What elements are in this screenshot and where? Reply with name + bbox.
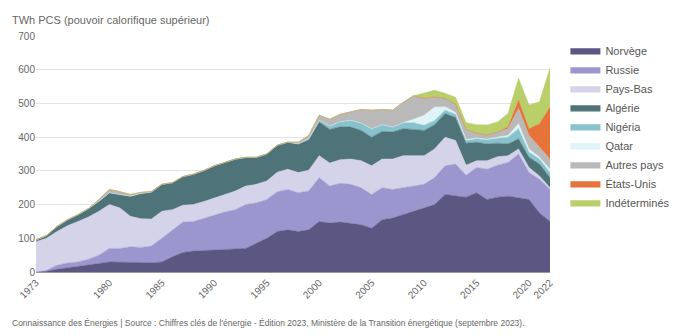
svg-text:Connaissance des Énergies | So: Connaissance des Énergies | Source : Chi… bbox=[12, 318, 525, 328]
svg-text:1973: 1973 bbox=[17, 277, 41, 301]
svg-text:Qatar: Qatar bbox=[605, 140, 633, 152]
svg-text:600: 600 bbox=[18, 64, 35, 75]
svg-text:Autres pays: Autres pays bbox=[605, 159, 664, 171]
svg-text:1980: 1980 bbox=[91, 277, 115, 301]
svg-text:1995: 1995 bbox=[248, 277, 272, 301]
svg-text:Indéterminés: Indéterminés bbox=[605, 197, 669, 209]
svg-text:2010: 2010 bbox=[406, 277, 430, 301]
svg-text:Pays-Bas: Pays-Bas bbox=[605, 83, 653, 95]
svg-text:Algérie: Algérie bbox=[605, 102, 639, 114]
svg-text:1985: 1985 bbox=[143, 277, 167, 301]
svg-text:100: 100 bbox=[18, 233, 35, 244]
svg-text:1990: 1990 bbox=[196, 277, 220, 301]
svg-text:2005: 2005 bbox=[353, 277, 377, 301]
svg-text:Nigéria: Nigéria bbox=[605, 121, 641, 133]
svg-text:2020: 2020 bbox=[510, 277, 534, 301]
svg-text:États-Unis: États-Unis bbox=[605, 178, 656, 190]
svg-text:700: 700 bbox=[18, 31, 35, 42]
svg-text:400: 400 bbox=[18, 132, 35, 143]
svg-text:500: 500 bbox=[18, 98, 35, 109]
svg-text:2015: 2015 bbox=[458, 277, 482, 301]
svg-text:200: 200 bbox=[18, 199, 35, 210]
svg-text:2000: 2000 bbox=[301, 277, 325, 301]
svg-text:TWh PCS (pouvoir calorifique s: TWh PCS (pouvoir calorifique supérieur) bbox=[12, 14, 209, 26]
svg-text:Norvège: Norvège bbox=[605, 45, 647, 57]
svg-text:0: 0 bbox=[29, 267, 35, 278]
svg-text:Russie: Russie bbox=[605, 64, 639, 76]
svg-text:2022: 2022 bbox=[531, 277, 555, 301]
svg-text:300: 300 bbox=[18, 165, 35, 176]
